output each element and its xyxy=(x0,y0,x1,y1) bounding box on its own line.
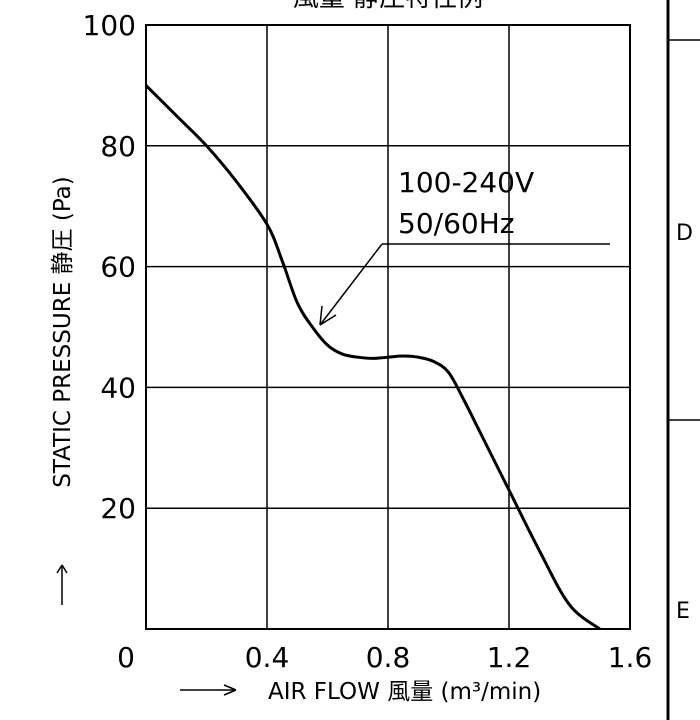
x-axis-title-group: AIR FLOW 風量 (m³/min) xyxy=(180,679,541,705)
x-tick-label: 1.2 xyxy=(487,641,532,674)
x-tick-label: 1.6 xyxy=(608,641,653,674)
chart-title: 風量 静圧特性例 xyxy=(293,0,483,13)
y-tick-label: 80 xyxy=(100,130,136,163)
annotation: 100-240V 50/60Hz xyxy=(319,166,610,326)
frame-letter-e: E xyxy=(676,599,690,624)
grid xyxy=(146,25,630,629)
annotation-frequency: 50/60Hz xyxy=(398,207,514,240)
y-tick-label: 20 xyxy=(100,492,136,525)
y-tick-labels: 20 40 60 80 100 xyxy=(83,9,136,525)
pressure-curve xyxy=(144,84,601,631)
y-axis-title: STATIC PRESSURE 静圧 (Pa) xyxy=(50,176,76,487)
y-tick-label: 40 xyxy=(100,371,136,404)
y-tick-label: 100 xyxy=(83,9,136,42)
x-tick-label: 0.8 xyxy=(366,641,411,674)
frame-letter-d: D xyxy=(676,221,693,246)
origin-label: 0 xyxy=(117,641,135,674)
x-tick-labels: 0.4 0.8 1.2 1.6 xyxy=(245,641,653,674)
annotation-voltage: 100-240V xyxy=(398,166,534,199)
y-tick-label: 60 xyxy=(100,251,136,284)
x-axis-arrow-head xyxy=(223,684,237,696)
x-axis-title: AIR FLOW 風量 (m³/min) xyxy=(268,679,541,705)
x-tick-label: 0.4 xyxy=(245,641,290,674)
y-axis-arrow-head xyxy=(56,564,68,574)
y-axis-title-group: STATIC PRESSURE 静圧 (Pa) xyxy=(50,176,76,605)
annotation-arrowhead xyxy=(319,305,337,326)
drawing-frame: D E xyxy=(666,0,700,720)
annotation-pointer xyxy=(319,243,383,326)
